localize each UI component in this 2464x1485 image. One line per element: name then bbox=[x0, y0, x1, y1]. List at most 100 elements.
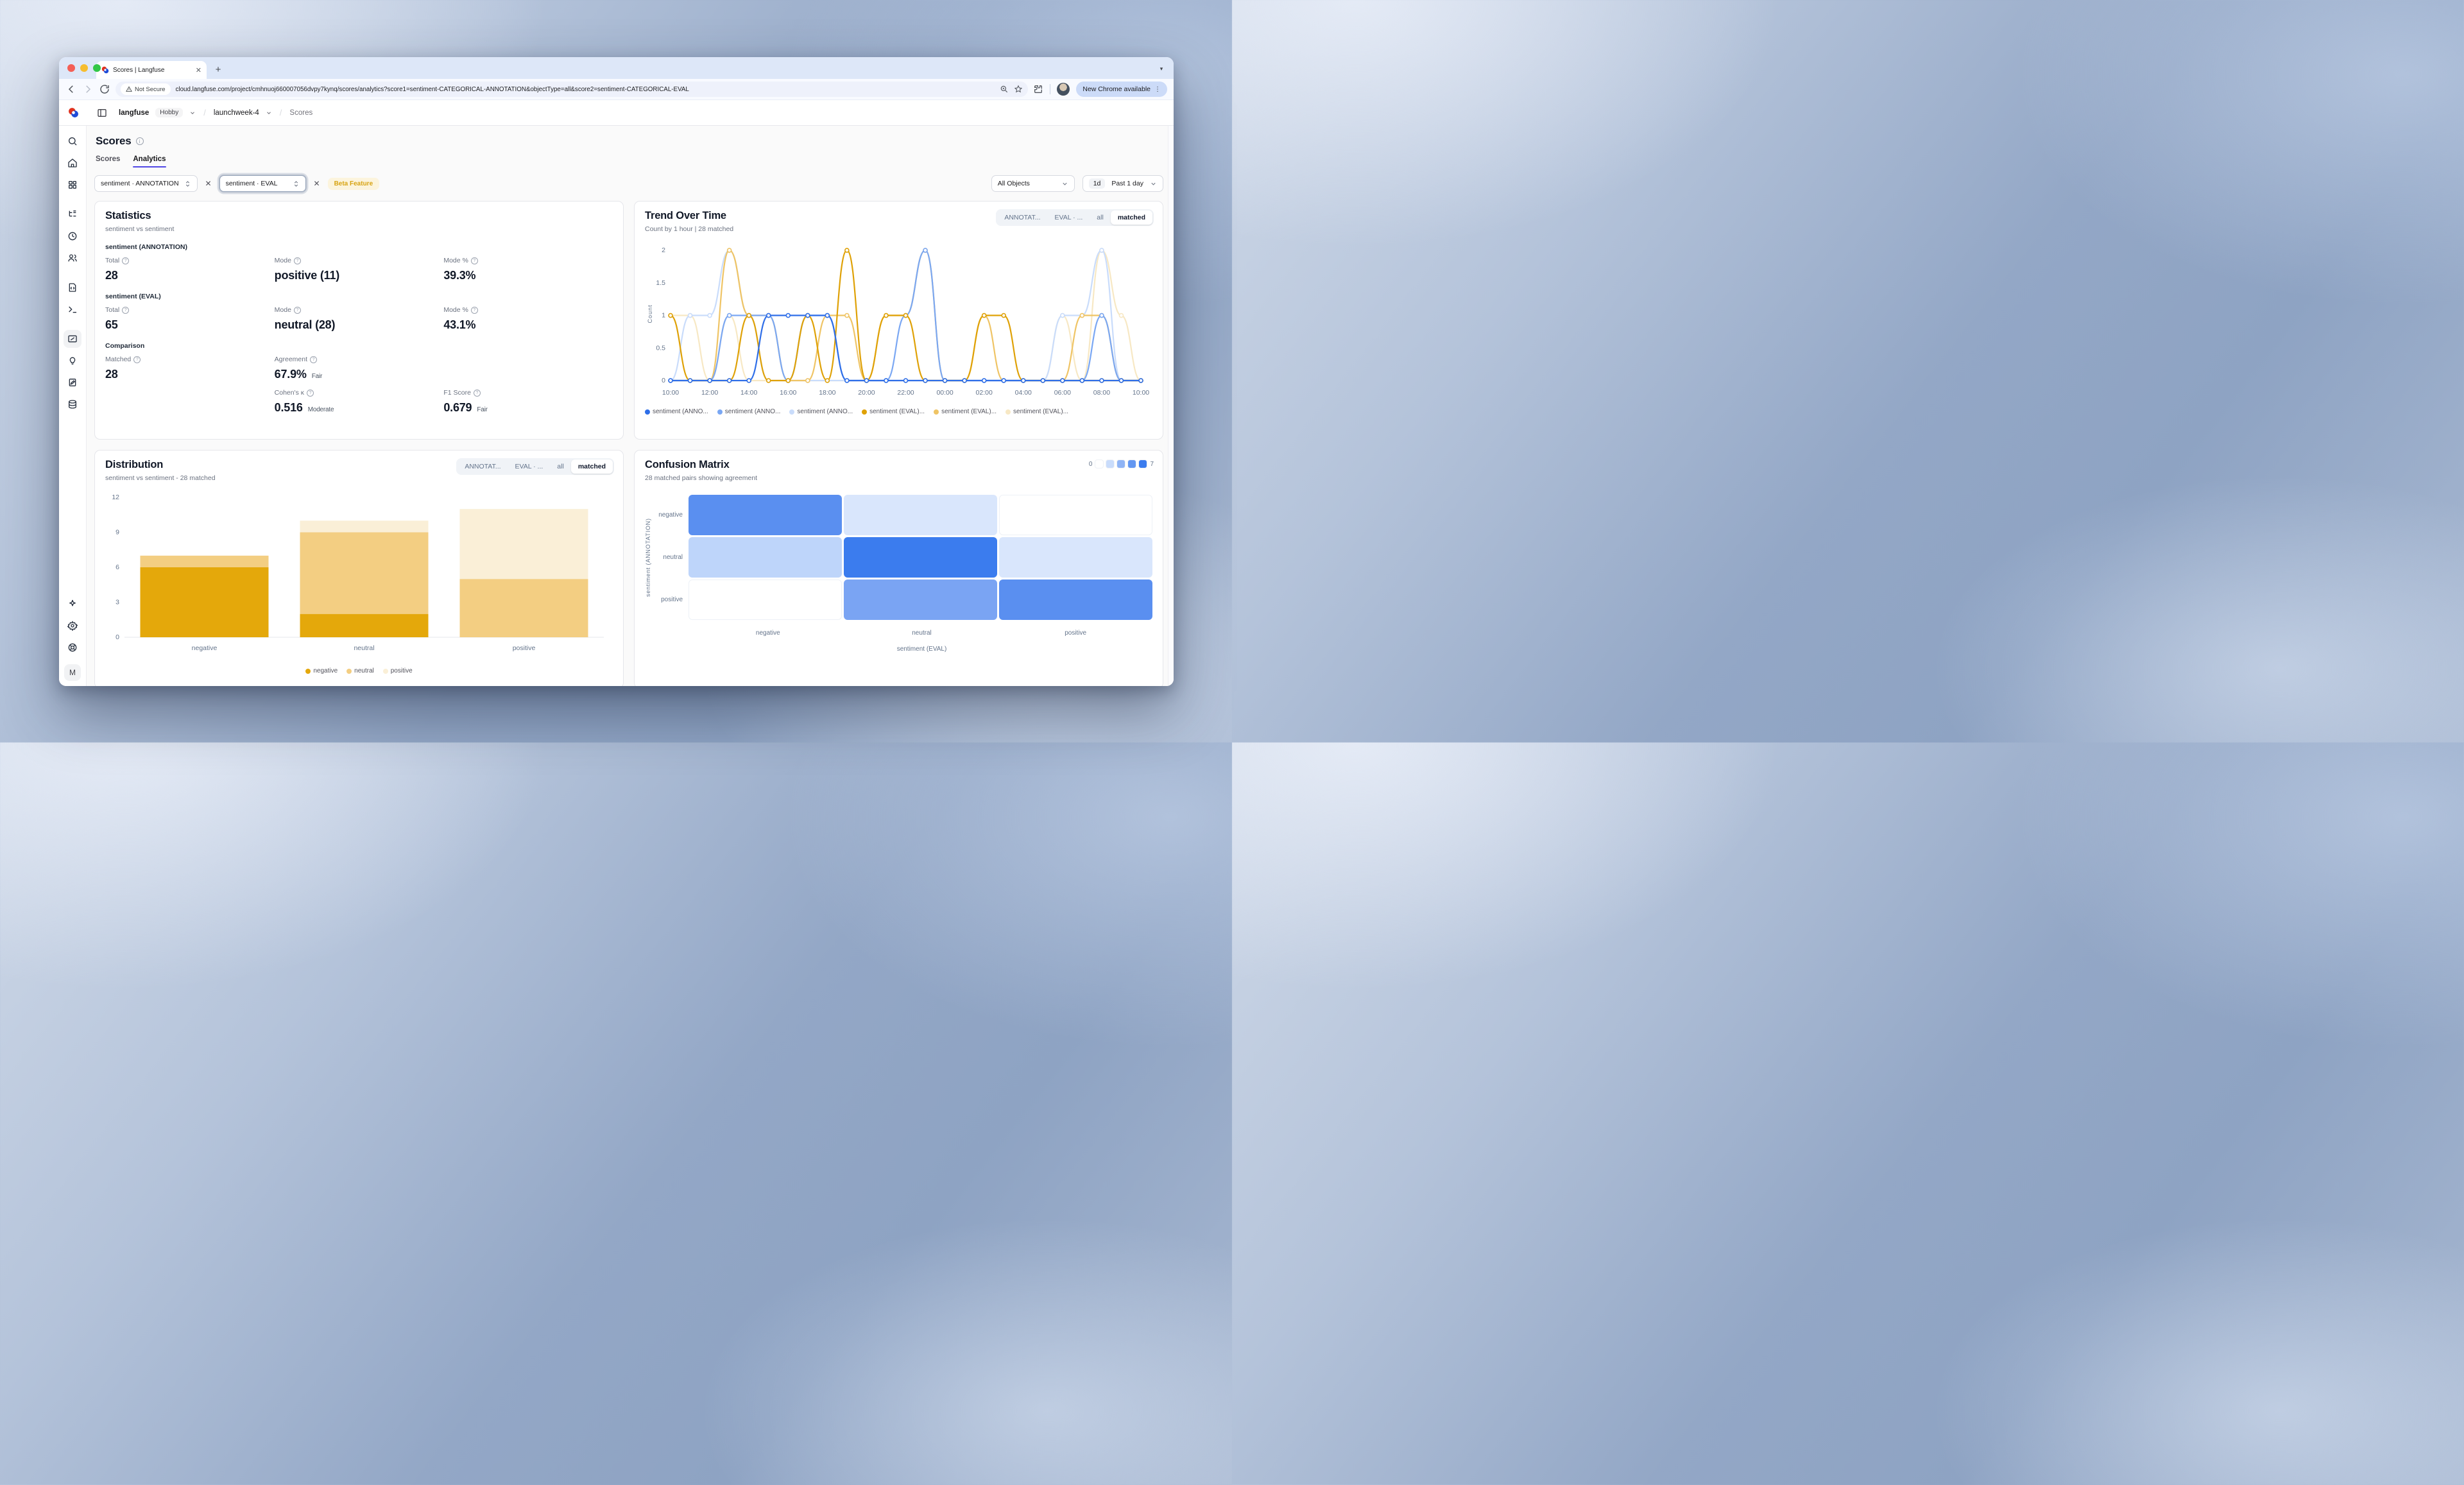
address-bar[interactable]: Not Secure cloud.langfuse.com/project/cm… bbox=[116, 82, 1029, 97]
help-icon[interactable]: ? bbox=[473, 389, 481, 397]
matrix-col-label: positive bbox=[1065, 630, 1087, 637]
legend-item: negative bbox=[305, 667, 338, 674]
sidebar-item-playground[interactable] bbox=[64, 300, 81, 318]
sidebar-item-evaluators[interactable] bbox=[64, 352, 81, 370]
metric-label-text: F1 Score bbox=[443, 389, 471, 397]
tab-search-chevron-icon[interactable]: ▾ bbox=[1159, 65, 1163, 72]
toggle-option-eval[interactable]: EVAL · ... bbox=[515, 463, 543, 470]
new-tab-button[interactable]: + bbox=[215, 64, 221, 75]
bookmark-star-icon[interactable] bbox=[1014, 85, 1023, 94]
data-point-marker bbox=[726, 378, 732, 383]
data-point-marker bbox=[884, 313, 889, 318]
database-icon bbox=[69, 400, 76, 409]
score1-select[interactable]: sentiment · ANNOTATION bbox=[94, 175, 198, 192]
help-icon[interactable]: ? bbox=[470, 257, 478, 264]
info-icon[interactable]: i bbox=[135, 137, 144, 145]
confusion-matrix: sentiment (ANNOTATION) negative neutral po… bbox=[645, 495, 1152, 621]
toggle-option-annotat[interactable]: ANNOTAT... bbox=[465, 463, 501, 470]
chevron-down-icon[interactable] bbox=[189, 110, 196, 116]
extensions-icon[interactable] bbox=[1033, 84, 1043, 94]
help-icon[interactable]: ? bbox=[293, 257, 301, 264]
legend-label: sentiment (EVAL)... bbox=[869, 408, 925, 415]
more-menu-icon: ⋮ bbox=[1154, 85, 1161, 93]
tab-close-icon[interactable]: ✕ bbox=[195, 66, 201, 74]
sidebar-item-whats-new[interactable] bbox=[64, 595, 81, 613]
plan-badge[interactable]: Hobby bbox=[155, 108, 184, 117]
browser-profile-avatar[interactable] bbox=[1057, 83, 1070, 96]
statistics-subtitle: sentiment vs sentiment bbox=[105, 225, 175, 233]
bar-segment bbox=[300, 532, 429, 614]
not-secure-chip[interactable]: Not Secure bbox=[121, 83, 171, 95]
help-icon[interactable]: ? bbox=[122, 306, 130, 314]
org-name[interactable]: langfuse bbox=[119, 108, 150, 117]
remove-score2-button[interactable]: ✕ bbox=[313, 179, 320, 188]
toggle-option-all[interactable]: all bbox=[1097, 214, 1104, 221]
metric-label-text: Total bbox=[105, 306, 120, 314]
sidebar-item-search[interactable] bbox=[64, 132, 81, 150]
toggle-option-eval[interactable]: EVAL · ... bbox=[1054, 214, 1083, 221]
help-icon[interactable]: ? bbox=[307, 389, 314, 397]
matrix-x-axis-label: sentiment (EVAL) bbox=[896, 646, 947, 653]
chevron-down-icon[interactable] bbox=[266, 110, 272, 116]
window-close-button[interactable] bbox=[67, 64, 75, 72]
toggle-option-all[interactable]: all bbox=[557, 463, 564, 470]
remove-score1-button[interactable]: ✕ bbox=[205, 179, 212, 188]
help-icon[interactable]: ? bbox=[310, 356, 318, 363]
help-icon[interactable]: ? bbox=[133, 356, 141, 363]
metric-row: Cohen's κ? 0.516 Moderate F1 Score? 0.679 Fai… bbox=[105, 389, 613, 415]
page-title: Scores bbox=[96, 135, 132, 147]
help-icon[interactable]: ? bbox=[470, 306, 478, 314]
project-name[interactable]: launchweek-4 bbox=[213, 108, 259, 117]
metric-label-text: Mode % bbox=[443, 306, 468, 314]
sidebar-item-home[interactable] bbox=[64, 154, 81, 172]
legend-dot bbox=[789, 409, 795, 415]
window-zoom-button[interactable] bbox=[93, 64, 101, 72]
y-tick-label: 9 bbox=[116, 529, 119, 536]
sidebar-toggle-button[interactable] bbox=[97, 108, 107, 118]
lifebuoy-icon bbox=[68, 643, 77, 652]
browser-tab[interactable]: Scores | Langfuse ✕ bbox=[96, 61, 207, 79]
sidebar-item-users[interactable] bbox=[64, 249, 81, 267]
toggle-option-annotat[interactable]: ANNOTAT... bbox=[1004, 214, 1041, 221]
legend-label: sentiment (ANNO... bbox=[724, 408, 781, 415]
toggle-option-matched[interactable]: matched bbox=[1110, 210, 1152, 225]
sidebar-item-datasets[interactable] bbox=[64, 395, 81, 413]
statistics-card: Statistics sentiment vs sentiment sentim… bbox=[94, 201, 624, 440]
sidebar-item-sessions[interactable] bbox=[64, 227, 81, 245]
scrollbar[interactable] bbox=[1168, 126, 1174, 686]
help-icon[interactable]: ? bbox=[122, 257, 130, 264]
matrix-cell bbox=[844, 537, 997, 578]
reload-button[interactable] bbox=[99, 83, 110, 95]
sidebar-item-settings[interactable] bbox=[64, 617, 81, 635]
chevron-down-icon bbox=[1151, 182, 1156, 185]
distribution-subtitle: sentiment vs sentiment - 28 matched bbox=[105, 474, 216, 482]
distribution-toggle-group: ANNOTAT... EVAL · ... all matched bbox=[456, 458, 614, 475]
sidebar-item-annotation[interactable] bbox=[64, 373, 81, 391]
tab-analytics[interactable]: Analytics bbox=[133, 155, 166, 167]
time-range-label: Past 1 day bbox=[1111, 180, 1143, 187]
sidebar-item-tracing[interactable] bbox=[64, 205, 81, 223]
user-avatar[interactable]: M bbox=[64, 664, 81, 681]
tab-scores[interactable]: Scores bbox=[96, 155, 121, 163]
chrome-update-button[interactable]: New Chrome available ⋮ bbox=[1076, 82, 1167, 97]
x-tick-label: 10:00 bbox=[662, 389, 679, 397]
legend-dot bbox=[934, 409, 939, 415]
zoom-icon[interactable] bbox=[1000, 85, 1009, 94]
sidebar-item-scores[interactable] bbox=[64, 330, 81, 348]
data-point-marker bbox=[805, 313, 810, 318]
browser-toolbar: Not Secure cloud.langfuse.com/project/cm… bbox=[59, 79, 1174, 100]
updown-chevrons-icon bbox=[185, 180, 189, 187]
forward-button[interactable] bbox=[82, 83, 94, 95]
sidebar-item-prompts[interactable] bbox=[64, 279, 81, 296]
toggle-option-matched[interactable]: matched bbox=[570, 459, 613, 474]
back-button[interactable] bbox=[65, 83, 77, 95]
time-range-select[interactable]: 1d Past 1 day bbox=[1082, 175, 1163, 192]
score2-select[interactable]: sentiment · EVAL bbox=[219, 175, 306, 192]
help-icon[interactable]: ? bbox=[293, 306, 301, 314]
metric-label: Mode? bbox=[275, 306, 444, 314]
sidebar-item-dashboards[interactable] bbox=[64, 176, 81, 194]
sparkle-icon bbox=[69, 599, 76, 606]
window-minimize-button[interactable] bbox=[80, 64, 88, 72]
sidebar-item-support[interactable] bbox=[64, 639, 81, 657]
object-type-select[interactable]: All Objects bbox=[991, 175, 1075, 192]
